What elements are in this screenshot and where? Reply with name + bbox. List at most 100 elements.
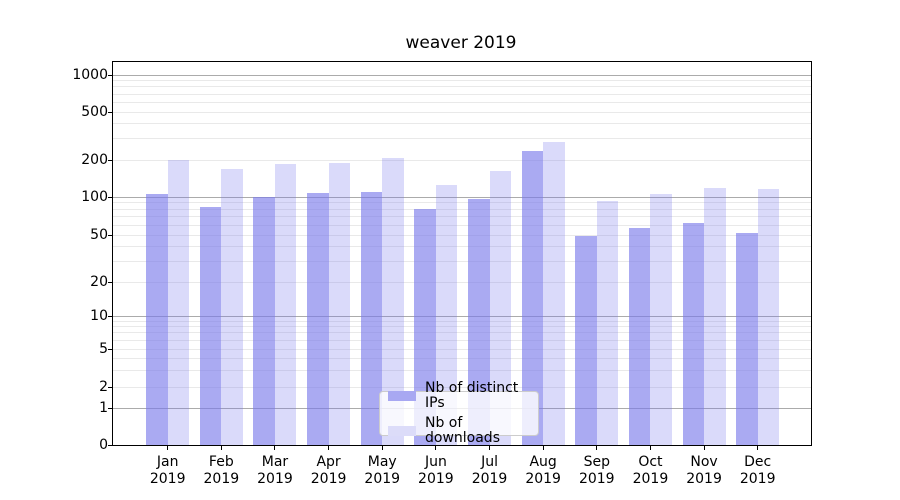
gridline-minor — [113, 369, 811, 371]
bar-distinct-ips-apr — [307, 193, 329, 445]
x-tick-label: Oct 2019 — [622, 454, 678, 488]
x-tick-year: 2019 — [257, 471, 293, 487]
plot-area: 1000 500 200 100 50 20 10 5 2 1 0 Jan 2019 Feb 2019 Mar… — [72, 61, 812, 487]
x-tick-label: Dec 2019 — [730, 454, 786, 488]
bar-distinct-ips-nov — [682, 223, 705, 445]
legend-label-downloads: Nb of downloads — [425, 415, 500, 446]
gridline-minor — [113, 320, 811, 322]
y-tick-mark — [108, 74, 112, 76]
gridline-minor — [113, 326, 811, 328]
gridline-minor — [113, 208, 811, 210]
x-tick-month: Mar — [261, 454, 289, 470]
x-tick-mark — [596, 446, 598, 450]
gridline-minor — [113, 260, 811, 262]
bar-downloads-apr — [328, 163, 351, 445]
gridline-minor — [113, 348, 811, 350]
gridline-minor — [113, 123, 811, 125]
bar-downloads-nov — [704, 188, 726, 445]
gridline-minor — [113, 234, 811, 236]
legend-item-downloads: Nb of downloads — [388, 416, 530, 446]
bar-distinct-ips-jun — [414, 208, 436, 445]
gridline-minor — [113, 386, 811, 388]
y-tick-mark — [108, 281, 112, 283]
x-tick-mark — [757, 446, 759, 450]
y-tick-label: 500 — [81, 104, 108, 120]
x-tick-mark — [649, 446, 651, 450]
gridline-minor — [113, 159, 811, 161]
x-tick-label: Sep 2019 — [569, 454, 625, 488]
x-tick-mark — [328, 446, 330, 450]
bar-downloads-jan — [167, 160, 190, 445]
bar-distinct-ips-may — [360, 191, 383, 445]
y-tick-mark — [108, 348, 112, 350]
x-tick-year: 2019 — [310, 471, 347, 487]
x-tick-mark — [703, 446, 705, 450]
x-tick-year: 2019 — [418, 471, 454, 487]
bar-distinct-ips-jul — [468, 198, 490, 445]
bar-distinct-ips-oct — [628, 227, 651, 445]
x-tick-label: Jan 2019 — [140, 454, 196, 488]
y-tick-mark — [108, 315, 112, 317]
y-tick-label: 100 — [81, 189, 108, 205]
gridline-minor — [113, 224, 811, 226]
bar-downloads-oct — [650, 194, 672, 445]
y-tick-label: 200 — [81, 152, 108, 169]
y-tick-mark — [108, 234, 112, 236]
gridline-minor — [113, 86, 811, 88]
bar-downloads-sep — [596, 200, 619, 445]
x-tick-year: 2019 — [578, 471, 615, 487]
x-tick-mark — [489, 446, 491, 450]
x-tick-year: 2019 — [364, 471, 401, 487]
gridline-minor — [113, 281, 811, 283]
bar-distinct-ips-aug — [521, 150, 544, 445]
bar-distinct-ips-sep — [575, 236, 597, 445]
x-tick-year: 2019 — [149, 471, 186, 487]
x-tick-year: 2019 — [739, 471, 776, 487]
y-tick-label: 0 — [99, 437, 108, 453]
x-tick-mark — [220, 446, 222, 450]
bar-downloads-aug — [543, 141, 565, 445]
x-tick-month: Jun — [424, 454, 447, 470]
bar-distinct-ips-mar — [253, 197, 275, 445]
y-tick-mark — [108, 196, 112, 198]
x-tick-month: Sep — [583, 454, 610, 470]
legend-label-distinct-ips: Nb of distinct IPs — [425, 380, 519, 411]
gridline-major — [113, 74, 811, 76]
x-tick-year: 2019 — [471, 471, 508, 487]
x-tick-month: Aug — [529, 454, 557, 470]
y-tick-label: 10 — [90, 308, 108, 324]
bar-downloads-jul — [489, 171, 512, 445]
y-tick-label: 1 — [99, 400, 108, 416]
y-tick-mark — [108, 386, 112, 388]
legend-swatch-distinct-ips — [388, 391, 416, 401]
y-tick-label: 50 — [90, 227, 108, 243]
y-tick-mark — [108, 444, 112, 446]
y-tick-label: 20 — [90, 274, 108, 290]
y-tick-mark — [108, 159, 112, 161]
legend: Nb of distinct IPs Nb of downloads — [379, 381, 539, 446]
x-tick-label: Nov 2019 — [676, 454, 732, 488]
bar-downloads-jun — [435, 184, 458, 445]
legend-swatch-downloads — [388, 426, 416, 436]
x-tick-label: Jul 2019 — [462, 454, 518, 488]
gridline-minor — [113, 202, 811, 204]
x-tick-mark — [542, 446, 544, 450]
gridline-minor — [113, 111, 811, 113]
gridline-minor — [113, 93, 811, 95]
y-tick-label: 2 — [99, 379, 108, 395]
legend-item-distinct-ips: Nb of distinct IPs — [388, 381, 530, 411]
gridline-minor — [113, 332, 811, 334]
gridline-minor — [113, 216, 811, 218]
x-tick-label: Jun 2019 — [408, 454, 464, 488]
bar-distinct-ips-feb — [199, 206, 222, 445]
bar-downloads-dec — [757, 188, 780, 445]
x-tick-year: 2019 — [525, 471, 561, 487]
x-tick-label: Mar 2019 — [247, 454, 303, 488]
x-tick-month: Feb — [208, 454, 234, 470]
y-tick-label: 1000 — [72, 67, 108, 83]
x-tick-label: May 2019 — [354, 454, 410, 488]
x-tick-label: Aug 2019 — [515, 454, 571, 488]
gridline-minor — [113, 245, 811, 247]
gridline-minor — [113, 80, 811, 82]
